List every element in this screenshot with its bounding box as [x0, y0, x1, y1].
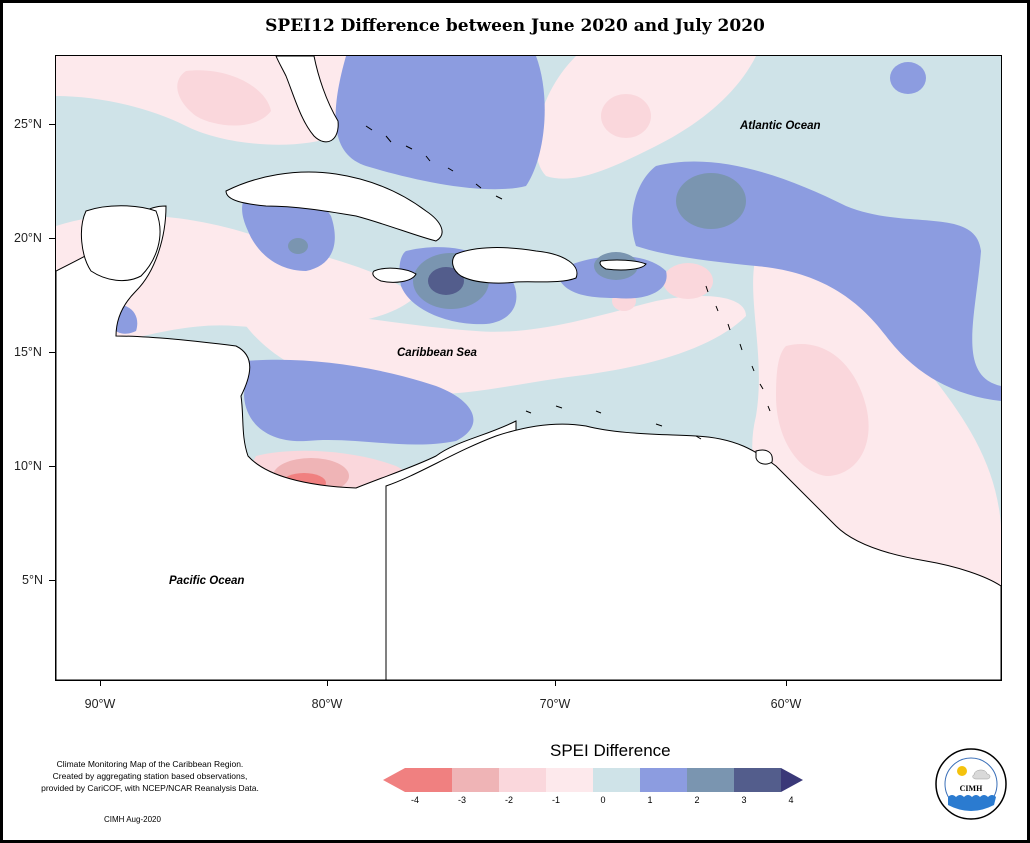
- legend-swatch-5: [593, 768, 640, 792]
- lon-label-60: 60°W: [770, 697, 802, 711]
- legend-swatch-7: [687, 768, 734, 792]
- cimh-logo: CIMH: [935, 748, 1007, 820]
- lat-label-20: 20°N: [14, 231, 42, 245]
- legend-swatch-6: [640, 768, 687, 792]
- slate-spot-cuba-west: [288, 238, 308, 254]
- lat-label-10: 10°N: [14, 459, 42, 473]
- land-masses: [56, 56, 1001, 680]
- cloud-icon: [972, 769, 991, 780]
- yucatan-land: [81, 205, 161, 282]
- legend-tick-label: -1: [551, 795, 560, 805]
- legend-tick-label: 4: [788, 795, 794, 805]
- slate-spot-atlantic-core: [676, 173, 746, 229]
- credits-line: provided by CariCOF, with NCEP/NCAR Rean…: [41, 783, 259, 793]
- map-panel[interactable]: [55, 55, 1002, 681]
- navy-spot-hispaniola-core: [428, 267, 464, 295]
- lon-tick-70: [555, 680, 556, 686]
- sun-icon: [957, 766, 967, 776]
- lat-tick-15: [49, 352, 55, 353]
- lat-tick-20: [49, 238, 55, 239]
- legend-tick-label: 1: [647, 795, 653, 805]
- waves-icon: [948, 795, 996, 811]
- jamaica-land: [372, 267, 417, 283]
- lat-label-5: 5°N: [22, 573, 43, 587]
- legend-swatch-4: [546, 768, 593, 792]
- legend-arrow-right: [781, 768, 803, 792]
- caribbean-sea-label: Caribbean Sea: [397, 347, 477, 359]
- trinidad-land: [755, 449, 773, 465]
- legend-tick-label: 3: [741, 795, 747, 805]
- legend-tick-label: 0: [600, 795, 606, 805]
- florida-land: [275, 56, 339, 143]
- legend-arrow-left: [383, 768, 405, 792]
- legend-swatch-2: [452, 768, 499, 792]
- lon-label-80: 80°W: [311, 697, 343, 711]
- hispaniola-land: [452, 247, 578, 284]
- logo-text: CIMH: [960, 784, 983, 793]
- pink-region-florida-coast: [177, 70, 271, 126]
- map-title: SPEI12 Difference between June 2020 and …: [265, 16, 765, 36]
- blue-region-cuba-west: [242, 191, 335, 271]
- lat-tick-10: [49, 466, 55, 467]
- lon-tick-90: [100, 680, 101, 686]
- legend-tick-label: -4: [410, 795, 419, 805]
- pink-spot-bahamas-east: [601, 94, 651, 138]
- legend-title: SPEI Difference: [550, 741, 671, 760]
- legend-swatch-1: [405, 768, 452, 792]
- legend-tick-label: -3: [457, 795, 466, 805]
- lon-label-90: 90°W: [84, 697, 116, 711]
- blue-spot-atlantic-ne: [890, 62, 926, 94]
- pink-region-lesser-antilles: [776, 344, 869, 476]
- south-america-land: [385, 423, 1001, 680]
- legend-colorbar: [383, 768, 803, 792]
- footer-text: CIMH Aug-2020: [104, 815, 161, 824]
- legend-tick-label: -2: [504, 795, 513, 805]
- lon-tick-60: [786, 680, 787, 686]
- credits-line: Created by aggregating station based obs…: [52, 771, 248, 781]
- cuba-land: [225, 171, 443, 242]
- lat-label-25: 25°N: [14, 117, 42, 131]
- credits-text: Climate Monitoring Map of the Caribbean …: [20, 758, 280, 794]
- lat-tick-25: [49, 124, 55, 125]
- pink-spot-puerto-rico: [663, 263, 713, 299]
- credits-line: Climate Monitoring Map of the Caribbean …: [56, 759, 244, 769]
- blue-region-west-caribbean: [244, 359, 474, 445]
- lat-label-15: 15°N: [14, 345, 42, 359]
- spei-map: [56, 56, 1001, 680]
- atlantic-ocean-label: Atlantic Ocean: [740, 120, 821, 132]
- pacific-ocean-label: Pacific Ocean: [169, 575, 245, 587]
- legend-swatch-8: [734, 768, 781, 792]
- legend-swatch-3: [499, 768, 546, 792]
- lon-tick-80: [327, 680, 328, 686]
- puerto-rico-land: [599, 259, 647, 271]
- lon-label-70: 70°W: [539, 697, 571, 711]
- legend-tick-label: 2: [694, 795, 700, 805]
- small-islands: [365, 125, 771, 440]
- blue-region-bahamas: [335, 56, 545, 190]
- lat-tick-5: [49, 580, 55, 581]
